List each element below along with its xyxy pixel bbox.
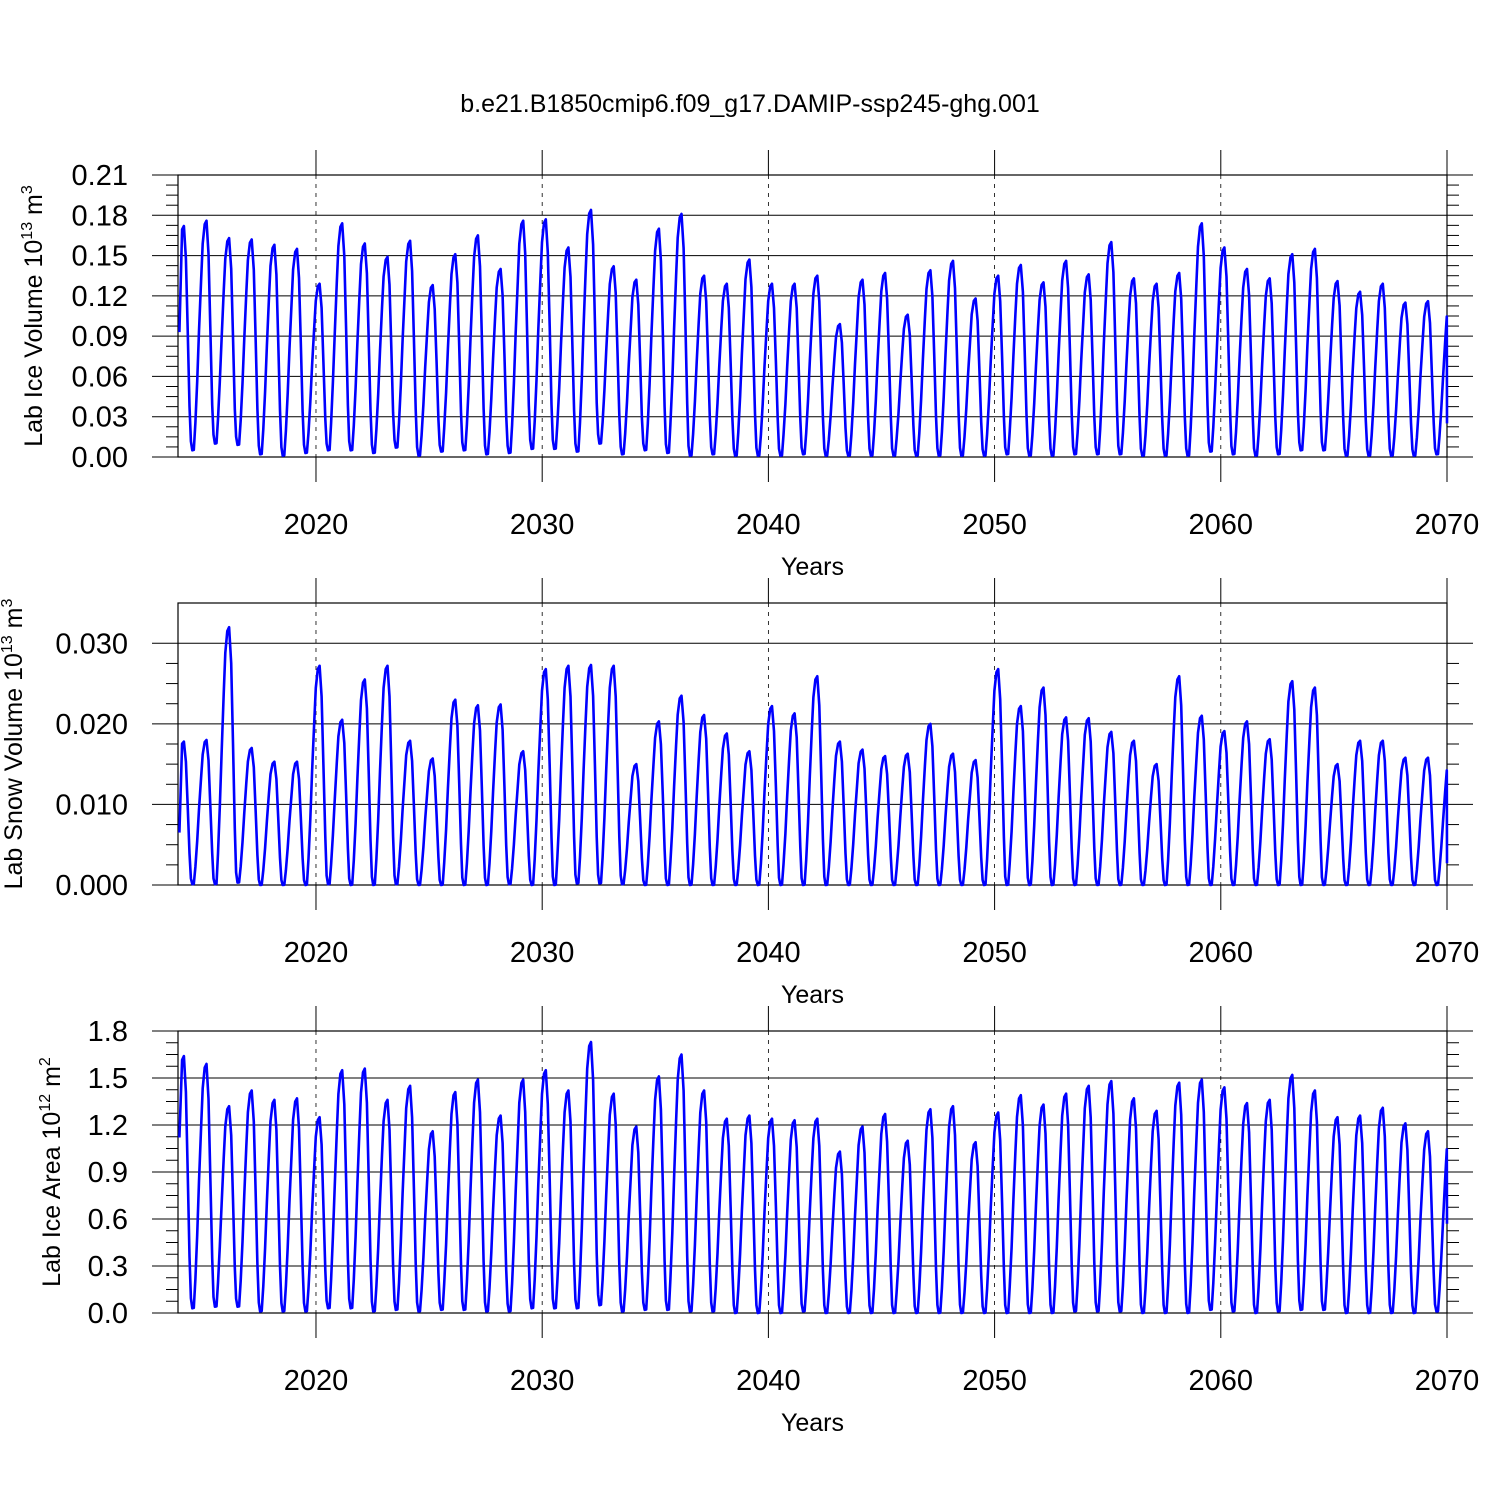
y-tick-label: 0.15: [72, 241, 128, 273]
y-tick-label: 0.21: [72, 160, 128, 192]
x-tick-label: 2040: [736, 937, 801, 969]
y-tick-label: 0.000: [55, 870, 128, 902]
y-axis-label: Lab Snow Volume 1013 m3: [0, 599, 28, 890]
y-tick-label: 0.010: [55, 789, 128, 821]
y-tick-label: 0.020: [55, 709, 128, 741]
x-tick-label: 2040: [736, 509, 801, 541]
y-tick-label: 1.2: [88, 1110, 128, 1142]
y-tick-label: 0.03: [72, 402, 128, 434]
panel-3: 0.0 0.3 0.6 0.9 1.2 1.5 1.8 2020 2030 2040 2050 206…: [37, 1006, 1479, 1437]
y-tick-label: 0.3: [88, 1251, 128, 1283]
x-tick-label: 2030: [510, 509, 575, 541]
chart-panels: 0.00 0.03 0.06 0.09 0.12 0.15 0.18 0.21 2020 2030…: [0, 150, 1479, 1437]
x-tick-label: 2030: [510, 1365, 575, 1397]
y-tick-label: 0.18: [72, 200, 128, 232]
x-tick-label: 2020: [284, 1365, 349, 1397]
x-tick-label: 2060: [1189, 509, 1254, 541]
y-tick-label: 0.09: [72, 321, 128, 353]
panel-1: 0.00 0.03 0.06 0.09 0.12 0.15 0.18 0.21 2020 2030…: [19, 150, 1479, 581]
y-tick-label: 0.9: [88, 1157, 128, 1189]
x-axis-label: Years: [781, 981, 844, 1009]
y-tick-label: 0.12: [72, 281, 128, 313]
y-tick-label: 0.6: [88, 1204, 128, 1236]
x-tick-label: 2020: [284, 937, 349, 969]
y-tick-label: 0.06: [72, 361, 128, 393]
x-axis-label: Years: [781, 1409, 844, 1437]
y-tick-label: 1.5: [88, 1063, 128, 1095]
x-tick-label: 2070: [1415, 937, 1480, 969]
y-axis-label: Lab Ice Volume 1013 m3: [19, 185, 48, 447]
y-tick-label: 0.00: [72, 442, 128, 474]
y-tick-label: 0.0: [88, 1298, 128, 1330]
x-tick-label: 2030: [510, 937, 575, 969]
x-tick-label: 2070: [1415, 509, 1480, 541]
x-axis-label: Years: [781, 553, 844, 581]
y-tick-label: 0.030: [55, 628, 128, 660]
panel-2: 0.000 0.010 0.020 0.030 2020 2030 2040 2050 2060…: [0, 578, 1479, 1009]
y-axis-label: Lab Ice Area 1012 m2: [37, 1057, 66, 1287]
x-tick-label: 2050: [962, 937, 1027, 969]
x-tick-label: 2050: [962, 509, 1027, 541]
x-tick-label: 2020: [284, 509, 349, 541]
y-tick-label: 1.8: [88, 1016, 128, 1048]
x-tick-label: 2060: [1189, 937, 1254, 969]
x-tick-label: 2060: [1189, 1365, 1254, 1397]
chart-title: b.e21.B1850cmip6.f09_g17.DAMIP-ssp245-gh…: [460, 90, 1040, 118]
series-line: [178, 625, 1449, 887]
series-line: [178, 208, 1449, 457]
series-line: [178, 1040, 1449, 1315]
x-tick-label: 2050: [962, 1365, 1027, 1397]
x-tick-label: 2040: [736, 1365, 801, 1397]
x-tick-label: 2070: [1415, 1365, 1480, 1397]
